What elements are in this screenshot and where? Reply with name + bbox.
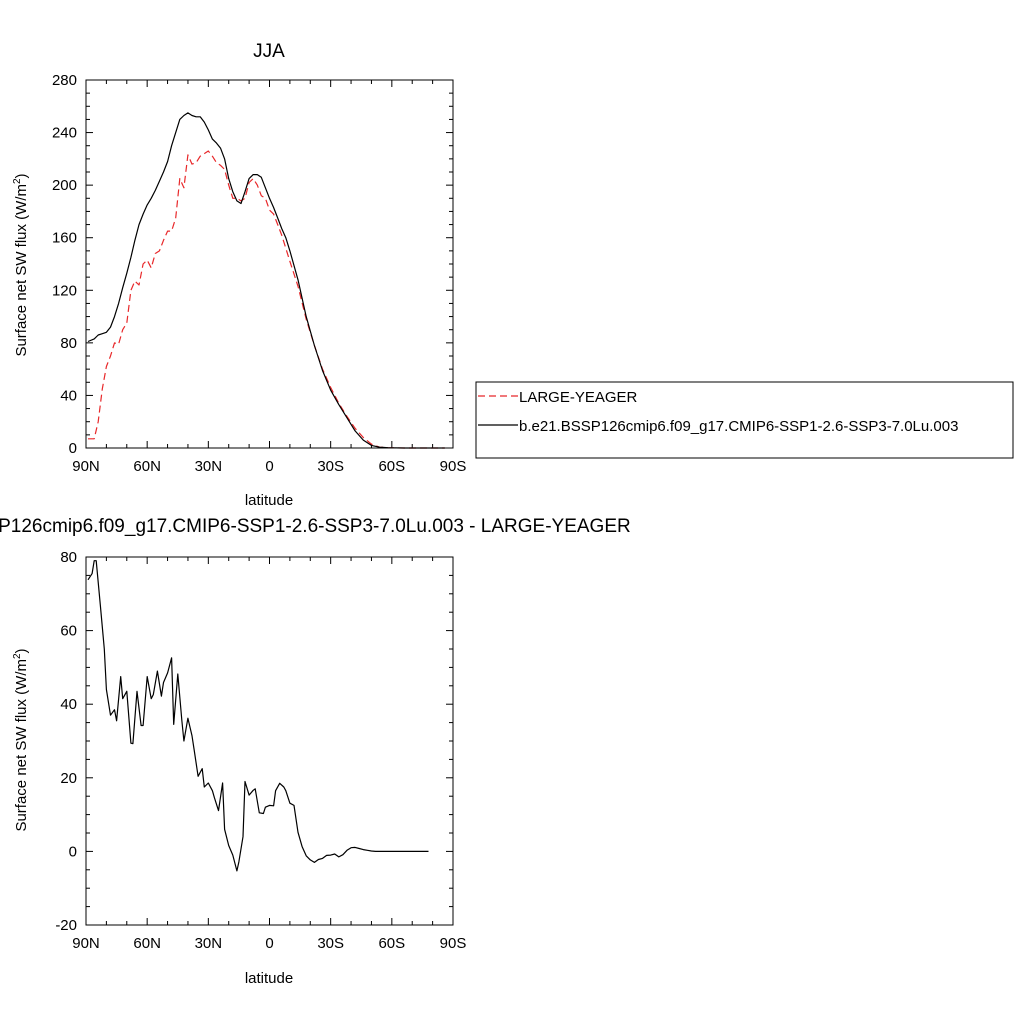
bottom-panel: b.e21.BSSP126cmip6.f09_g17.CMIP6-SSP1-2.… xyxy=(0,516,631,987)
bottom-ytick-label: -20 xyxy=(55,917,77,934)
bottom-panel-ylabel-text: Surface net SW flux (W/m xyxy=(13,659,30,832)
bottom-ytick-label: 40 xyxy=(60,696,77,713)
bottom-panel-ylabel-sup: 2 xyxy=(12,653,23,659)
top-xtick-label: 60S xyxy=(378,458,405,475)
bottom-panel-xlabel: latitude xyxy=(245,970,293,987)
bottom-ytick-label: 0 xyxy=(69,843,77,860)
top-xtick-label: 60N xyxy=(133,458,161,475)
bottom-ytick-label: 20 xyxy=(60,770,77,787)
bottom-xtick-label: 0 xyxy=(265,935,273,952)
top-series-line-0 xyxy=(88,150,445,449)
top-xtick-label: 90N xyxy=(72,458,100,475)
bottom-ytick-label: 80 xyxy=(60,549,77,566)
top-panel-ylabel: Surface net SW flux (W/m2) xyxy=(12,173,30,356)
top-ytick-label: 80 xyxy=(60,335,77,352)
bottom-ytick-label: 60 xyxy=(60,623,77,640)
svg-text:Surface net SW flux (W/m2): Surface net SW flux (W/m2) xyxy=(12,173,30,356)
top-ytick-label: 0 xyxy=(69,440,77,457)
top-panel-plot-frame xyxy=(85,79,454,449)
top-ytick-label: 40 xyxy=(60,387,77,404)
top-panel-ylabel-sup: 2 xyxy=(12,178,23,184)
top-panel-xlabel: latitude xyxy=(245,492,293,509)
top-panel-ticks: 90N 60N 30N 0 30S 60S 90S 0 40 80 120 160 200 240 280 xyxy=(52,72,466,475)
top-panel-ylabel-text: Surface net SW flux (W/m xyxy=(13,184,30,357)
legend-label-large-yeager: LARGE-YEAGER xyxy=(519,389,638,406)
top-panel-title: JJA xyxy=(253,41,285,62)
top-xtick-label: 30N xyxy=(195,458,223,475)
top-panel-series xyxy=(87,112,445,449)
bottom-panel-title: b.e21.BSSP126cmip6.f09_g17.CMIP6-SSP1-2.… xyxy=(0,516,631,537)
top-ytick-label: 240 xyxy=(52,125,77,142)
bottom-xtick-label: 60N xyxy=(133,935,161,952)
top-xtick-label: 30S xyxy=(317,458,344,475)
legend: LARGE-YEAGER b.e21.BSSP126cmip6.f09_g17.… xyxy=(475,381,1014,459)
bottom-xtick-label: 30N xyxy=(195,935,223,952)
bottom-xtick-label: 90N xyxy=(72,935,100,952)
top-ytick-label: 200 xyxy=(52,177,77,194)
bottom-xtick-label: 60S xyxy=(378,935,405,952)
top-ytick-label: 280 xyxy=(52,72,77,89)
bottom-xtick-label: 30S xyxy=(317,935,344,952)
bottom-panel-series xyxy=(87,560,429,872)
bottom-series-line-0 xyxy=(87,560,429,872)
legend-label-model: b.e21.BSSP126cmip6.f09_g17.CMIP6-SSP1-2.… xyxy=(519,418,958,435)
bottom-panel-ticks: 90N 60N 30N 0 30S 60S 90S -20 0 20 40 60 80 xyxy=(55,549,466,952)
bottom-panel-ylabel: Surface net SW flux (W/m2) xyxy=(12,648,30,831)
legend-box xyxy=(475,381,1014,459)
bottom-panel-ylabel-close: ) xyxy=(13,648,30,653)
svg-text:Surface net SW flux (W/m2): Surface net SW flux (W/m2) xyxy=(12,648,30,831)
top-panel-ylabel-close: ) xyxy=(13,173,30,178)
top-xtick-label: 0 xyxy=(265,458,273,475)
bottom-xtick-label: 90S xyxy=(440,935,467,952)
top-ytick-label: 120 xyxy=(52,282,77,299)
top-panel: JJA Surface net SW flux (W/m2) latitude … xyxy=(12,41,466,509)
top-xtick-label: 90S xyxy=(440,458,467,475)
bottom-panel-plot-frame xyxy=(85,556,454,926)
top-ytick-label: 160 xyxy=(52,230,77,247)
top-series-line-1 xyxy=(87,112,445,449)
